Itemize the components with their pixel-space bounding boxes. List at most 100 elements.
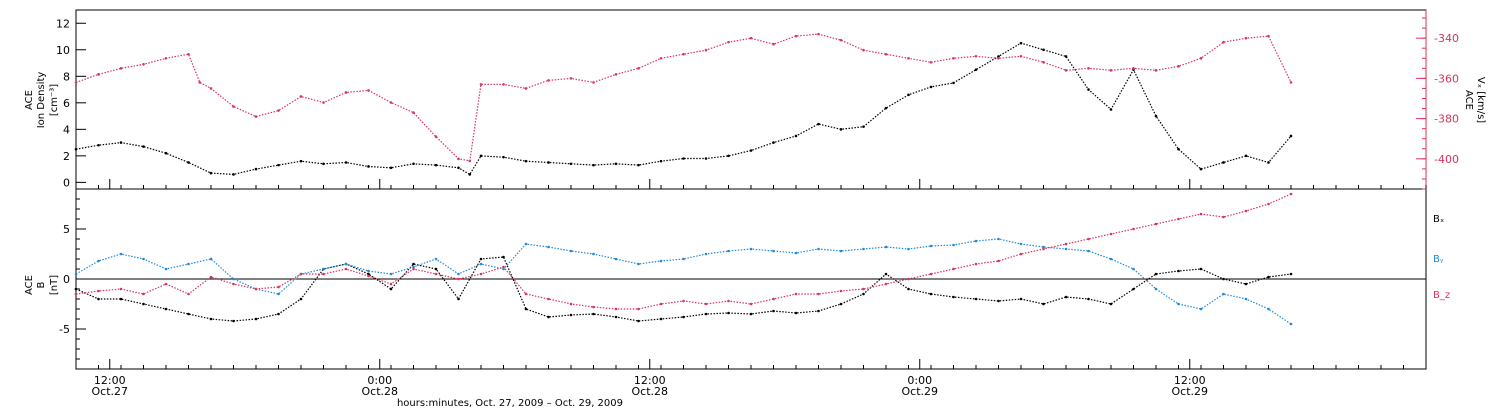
bottom-point-red bbox=[209, 275, 213, 279]
bottom-point-black bbox=[592, 312, 595, 316]
top-point-red bbox=[1087, 67, 1090, 70]
bottom-point-blue bbox=[974, 239, 978, 243]
x-tick-label-time: 12:00 bbox=[634, 374, 666, 387]
bottom-point-blue bbox=[277, 292, 280, 296]
bottom-point-black bbox=[187, 312, 190, 316]
bottom-point-red bbox=[1289, 192, 1293, 196]
top-point-red bbox=[187, 52, 190, 56]
top-point-black bbox=[817, 122, 820, 126]
bottom-point-blue bbox=[727, 249, 730, 253]
top-point-red bbox=[682, 52, 685, 56]
top-point-black bbox=[1177, 147, 1180, 151]
x-tick-label-date: Oct.28 bbox=[631, 385, 668, 398]
bottom-point-red bbox=[952, 267, 955, 271]
top-point-black bbox=[142, 145, 145, 148]
top-point-red bbox=[74, 81, 78, 84]
bottom-point-blue bbox=[1267, 307, 1270, 311]
bottom-point-blue bbox=[862, 247, 865, 251]
bottom-point-black bbox=[479, 257, 483, 261]
bottom-point-red bbox=[1244, 209, 1248, 213]
bottom-point-red bbox=[839, 289, 843, 293]
bottom-point-black bbox=[232, 319, 235, 323]
bottom-point-black bbox=[659, 317, 663, 321]
top-point-black bbox=[547, 161, 550, 164]
top-point-red bbox=[929, 60, 933, 64]
bottom-point-blue bbox=[659, 259, 663, 263]
top-point-red bbox=[1267, 34, 1270, 38]
bottom-point-blue bbox=[524, 242, 528, 246]
bottom-point-blue bbox=[1042, 245, 1045, 249]
bottom-point-red bbox=[299, 272, 303, 276]
bottom-point-red bbox=[524, 292, 528, 296]
bottom-point-blue bbox=[1087, 249, 1090, 253]
x-tick-label-time: 12:00 bbox=[94, 374, 126, 387]
bottom-point-red bbox=[502, 265, 505, 269]
labels-layer: 12:00Oct.270:00Oct.2812:00Oct.280:00Oct.… bbox=[56, 17, 1459, 398]
top-point-red bbox=[299, 95, 303, 98]
bottom-point-red bbox=[389, 282, 393, 286]
x-tick-label-date: Oct.29 bbox=[1171, 385, 1208, 398]
top-point-black bbox=[704, 157, 708, 160]
bottom-point-red bbox=[142, 292, 145, 296]
bottom-point-blue bbox=[817, 247, 820, 251]
bottom-point-blue bbox=[547, 245, 550, 249]
top-point-red bbox=[524, 87, 528, 90]
x-tick-label-time: 0:00 bbox=[907, 374, 932, 387]
top-point-black bbox=[862, 125, 865, 128]
x-tick-label-date: Oct.29 bbox=[901, 385, 938, 398]
bottom-point-blue bbox=[74, 272, 78, 276]
top-point-black bbox=[682, 157, 685, 160]
bottom-point-blue bbox=[1064, 247, 1068, 251]
bottom-point-black bbox=[907, 287, 910, 291]
bottom-point-red bbox=[164, 282, 168, 286]
bottom-point-blue bbox=[1244, 297, 1248, 301]
top-ylabel-line2: Ion Density bbox=[36, 72, 47, 129]
top-point-black bbox=[614, 162, 618, 166]
bottom-point-red bbox=[659, 302, 663, 306]
top-point-black bbox=[907, 93, 910, 97]
bottom-point-red bbox=[817, 292, 820, 296]
top-point-red bbox=[974, 54, 978, 58]
legend-bx: Bₓ bbox=[1433, 214, 1444, 225]
bottom-point-red bbox=[1087, 237, 1090, 241]
bottom-point-red bbox=[277, 285, 280, 289]
bottom-point-red bbox=[997, 259, 1000, 263]
top-point-black bbox=[929, 85, 933, 89]
bottom-point-black bbox=[637, 319, 640, 323]
bottom-point-blue bbox=[592, 252, 595, 256]
top-point-black bbox=[209, 171, 213, 175]
top-point-black bbox=[97, 143, 100, 147]
bottom-point-black bbox=[974, 297, 978, 301]
top-point-red bbox=[704, 48, 708, 52]
legend-by: Bᵧ bbox=[1433, 254, 1444, 265]
top-right-y-tick-label: -380 bbox=[1434, 113, 1459, 126]
top-point-black bbox=[884, 106, 888, 110]
top-point-black bbox=[254, 167, 258, 171]
bottom-point-black bbox=[277, 312, 280, 316]
top-right-y-tick-label: -340 bbox=[1434, 32, 1459, 45]
bottom-point-blue bbox=[749, 247, 753, 251]
bottom-point-black bbox=[97, 297, 100, 301]
top-point-black bbox=[1087, 88, 1090, 91]
bottom-point-black bbox=[772, 309, 775, 313]
top-point-black bbox=[839, 128, 843, 131]
top-point-red bbox=[367, 89, 370, 92]
top-point-black bbox=[1244, 154, 1248, 158]
bottom-point-red bbox=[772, 297, 775, 301]
top-point-black bbox=[749, 149, 753, 152]
bottom-point-black bbox=[74, 287, 78, 291]
bottom-point-black bbox=[367, 272, 370, 276]
bottom-point-blue bbox=[389, 272, 393, 276]
bottom-point-red bbox=[254, 287, 258, 291]
top-point-black bbox=[468, 173, 472, 176]
top-point-black bbox=[299, 159, 303, 163]
top-point-black bbox=[344, 161, 348, 164]
top-point-black bbox=[794, 134, 798, 138]
top-point-red bbox=[1222, 40, 1225, 44]
bottom-point-red bbox=[367, 274, 370, 278]
bottom-point-blue bbox=[569, 249, 573, 253]
bottom-point-blue bbox=[344, 262, 348, 266]
top-point-black bbox=[997, 55, 1000, 58]
bottom-point-blue bbox=[1199, 307, 1203, 311]
